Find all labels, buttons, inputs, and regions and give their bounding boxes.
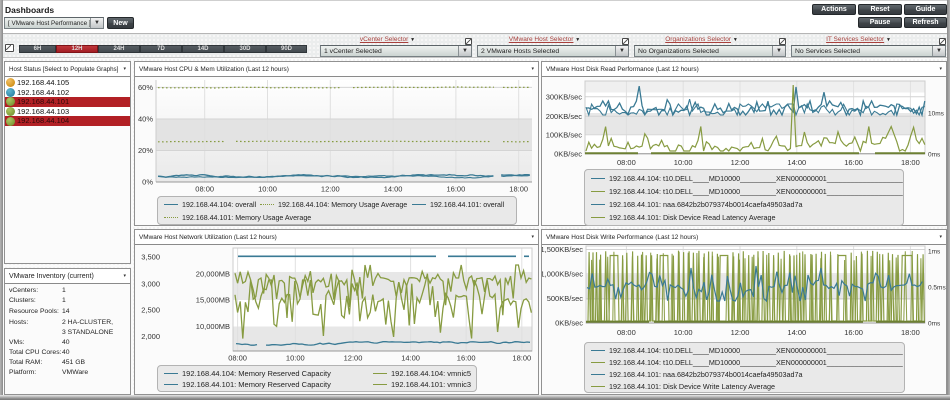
svg-text:10:00: 10:00 [674,328,693,337]
svg-text:08:00: 08:00 [617,328,636,337]
svg-text:2,500: 2,500 [141,306,160,315]
svg-text:12:00: 12:00 [321,185,340,194]
svg-text:10:00: 10:00 [258,185,277,194]
svg-text:60%: 60% [138,83,153,92]
svg-text:10ms: 10ms [928,111,945,118]
svg-text:10,000MB: 10,000MB [196,322,230,331]
svg-text:100KB/sec: 100KB/sec [546,130,583,139]
svg-text:14:00: 14:00 [787,328,806,337]
svg-text:18:00: 18:00 [509,185,528,194]
svg-text:14:00: 14:00 [787,158,806,167]
svg-text:1ms: 1ms [928,249,941,256]
svg-text:0.5ms: 0.5ms [928,285,946,292]
svg-text:16:00: 16:00 [457,354,476,363]
svg-text:14:00: 14:00 [401,354,420,363]
svg-text:12:00: 12:00 [731,328,750,337]
svg-text:0%: 0% [142,178,153,187]
svg-text:08:00: 08:00 [228,354,247,363]
svg-text:18:00: 18:00 [512,354,531,363]
svg-text:12:00: 12:00 [344,354,363,363]
svg-text:3,000: 3,000 [141,280,160,289]
svg-text:300KB/sec: 300KB/sec [546,92,583,101]
svg-text:12:00: 12:00 [731,158,750,167]
svg-text:16:00: 16:00 [447,185,466,194]
svg-text:10:00: 10:00 [674,158,693,167]
svg-text:14:00: 14:00 [384,185,403,194]
svg-text:10:00: 10:00 [286,354,305,363]
svg-text:08:00: 08:00 [195,185,214,194]
svg-text:500KB/sec: 500KB/sec [547,294,584,303]
svg-text:3,500: 3,500 [141,253,160,262]
svg-text:1,000KB/sec: 1,000KB/sec [542,270,583,279]
svg-text:200KB/sec: 200KB/sec [546,112,583,121]
svg-text:0ms: 0ms [928,151,941,158]
svg-text:16:00: 16:00 [844,158,863,167]
svg-text:1,500KB/sec: 1,500KB/sec [542,245,583,254]
svg-text:15,000MB: 15,000MB [196,296,230,305]
svg-text:20%: 20% [138,146,153,155]
svg-text:40%: 40% [138,115,153,124]
svg-text:0KB/sec: 0KB/sec [555,319,583,328]
svg-text:20,000MB: 20,000MB [196,270,230,279]
svg-text:08:00: 08:00 [617,158,636,167]
svg-text:16:00: 16:00 [844,328,863,337]
svg-text:0ms: 0ms [928,321,941,328]
svg-text:18:00: 18:00 [901,328,920,337]
svg-text:18:00: 18:00 [901,158,920,167]
svg-text:2,000: 2,000 [141,332,160,341]
svg-text:0KB/sec: 0KB/sec [554,149,582,158]
